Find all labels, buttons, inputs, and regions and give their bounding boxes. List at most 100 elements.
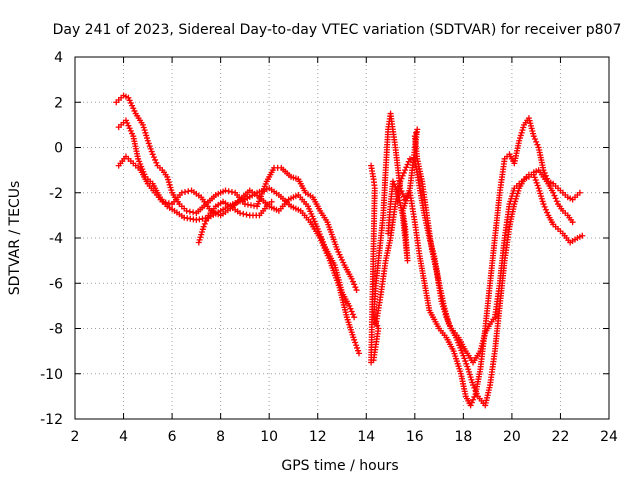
data-point — [375, 325, 382, 332]
data-point — [204, 215, 211, 222]
data-point — [533, 179, 540, 186]
series-track-C — [115, 153, 358, 321]
data-point — [392, 184, 399, 191]
data-point — [353, 342, 360, 349]
x-tick-label: 22 — [552, 429, 570, 445]
data-point — [579, 232, 586, 239]
data-point — [351, 314, 358, 321]
data-point — [268, 198, 275, 205]
data-point — [355, 350, 362, 357]
series-track-G — [385, 126, 576, 366]
x-tick-label: 24 — [600, 429, 618, 445]
data-point — [148, 148, 155, 155]
data-point — [405, 158, 412, 165]
data-point — [461, 355, 468, 362]
data-point — [399, 172, 406, 179]
data-point — [201, 220, 208, 227]
data-point — [190, 209, 197, 216]
data-point — [348, 308, 355, 315]
data-point — [533, 138, 540, 145]
data-point — [352, 339, 359, 346]
data-point — [149, 151, 156, 158]
data-point — [552, 195, 559, 202]
data-point — [146, 143, 153, 150]
data-point — [463, 360, 470, 367]
x-tick-label: 2 — [71, 429, 80, 445]
data-point — [464, 363, 471, 370]
data-point — [150, 154, 157, 161]
data-point — [203, 218, 210, 225]
data-point — [355, 347, 362, 354]
data-point — [152, 156, 159, 163]
series-track-E — [368, 110, 583, 409]
data-point — [237, 210, 244, 217]
data-point — [544, 209, 551, 216]
data-point — [349, 311, 356, 318]
data-point — [349, 278, 356, 285]
data-point — [222, 187, 229, 194]
data-point — [540, 201, 547, 208]
data-point — [534, 182, 541, 189]
data-point — [541, 203, 548, 210]
y-tick-label: -12 — [40, 412, 63, 428]
data-point — [144, 137, 151, 144]
x-tick-label: 10 — [260, 429, 278, 445]
x-tick-label: 18 — [454, 429, 472, 445]
data-point — [470, 382, 477, 389]
data-point — [473, 390, 480, 397]
data-point — [413, 129, 420, 136]
data-point — [145, 140, 152, 147]
data-point — [404, 161, 411, 168]
data-point — [183, 207, 190, 214]
data-point — [159, 198, 166, 205]
data-point — [467, 402, 474, 409]
data-point — [351, 281, 358, 288]
data-point — [352, 284, 359, 291]
y-tick-label: -8 — [49, 322, 63, 338]
data-point — [553, 198, 560, 205]
data-point — [351, 336, 358, 343]
data-point — [472, 387, 479, 394]
data-point — [165, 200, 172, 207]
data-point — [398, 175, 405, 182]
x-tick-label: 14 — [357, 429, 375, 445]
x-axis-label: GPS time / hours — [281, 458, 398, 474]
data-point — [471, 384, 478, 391]
data-point — [462, 358, 469, 365]
data-point — [531, 136, 538, 143]
data-point — [393, 186, 400, 193]
y-tick-label: -4 — [49, 231, 63, 247]
data-point — [400, 169, 407, 176]
data-point — [399, 190, 406, 197]
x-tick-label: 12 — [309, 429, 327, 445]
data-points-layer — [113, 92, 586, 409]
y-tick-label: 0 — [54, 141, 63, 157]
series-track-D — [195, 198, 275, 246]
data-point — [576, 189, 583, 196]
data-point — [182, 188, 189, 195]
chart-title: Day 241 of 2023, Sidereal Day-to-day VTE… — [53, 22, 622, 38]
series-track-A — [113, 92, 360, 294]
x-tick-label: 16 — [406, 429, 424, 445]
data-point — [530, 133, 537, 140]
data-point — [443, 314, 450, 321]
data-point — [569, 219, 576, 226]
data-point — [347, 305, 354, 312]
data-point — [147, 145, 154, 152]
y-tick-label: -10 — [40, 367, 63, 383]
data-point — [346, 302, 353, 309]
data-point — [185, 188, 192, 195]
data-point — [178, 189, 185, 196]
data-point — [200, 223, 207, 230]
data-point — [228, 188, 235, 195]
data-point — [240, 210, 247, 217]
data-point — [348, 275, 355, 282]
data-point — [402, 167, 409, 174]
data-point — [532, 177, 539, 184]
x-tick-label: 20 — [503, 429, 521, 445]
x-tick-label: 6 — [168, 429, 177, 445]
x-tick-label: 4 — [119, 429, 128, 445]
data-point — [447, 322, 454, 329]
